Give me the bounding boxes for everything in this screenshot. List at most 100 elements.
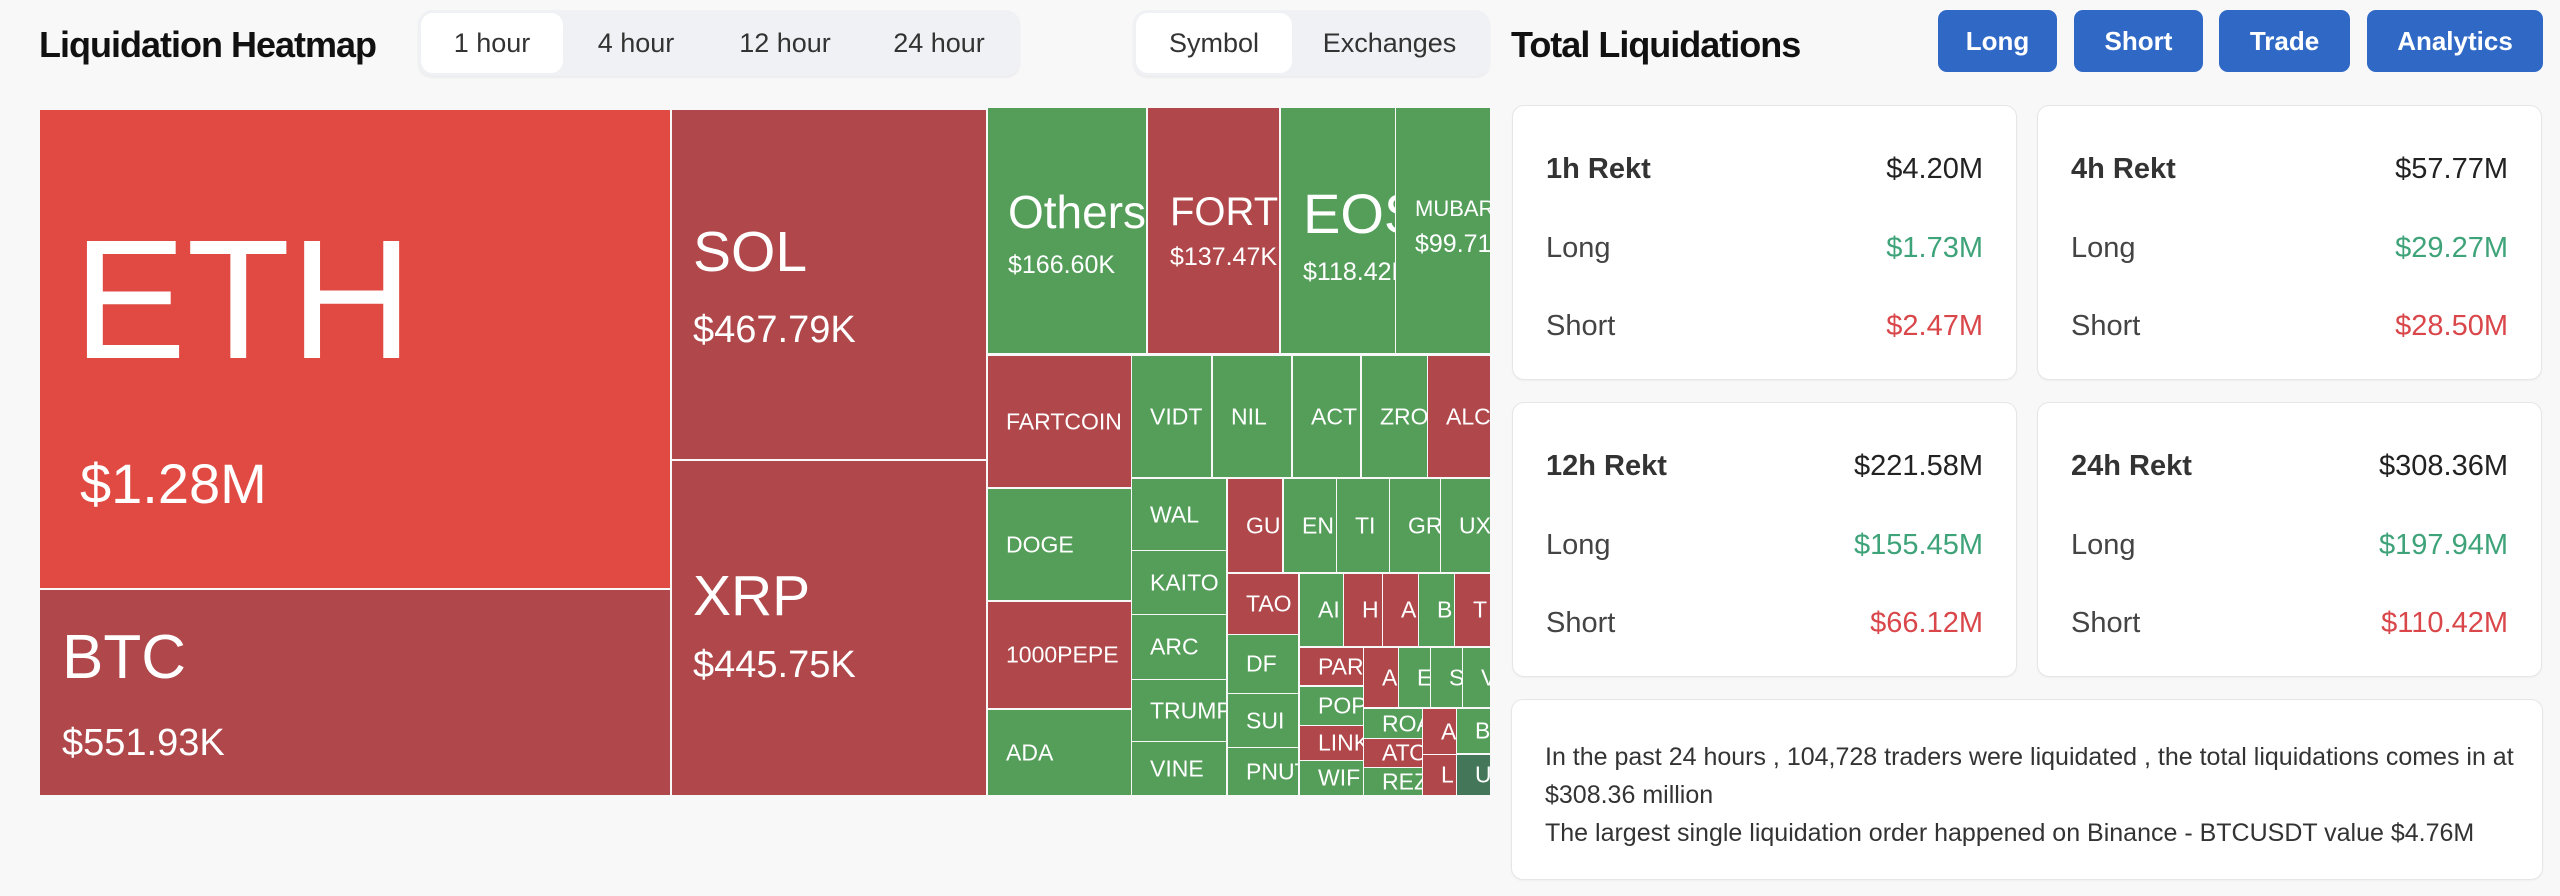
cell-symbol: PNUT	[1246, 758, 1298, 784]
cell-symbol: T	[1473, 596, 1488, 623]
card-long-value: $155.45M	[1854, 529, 1983, 561]
heatmap-cell-h[interactable]: H	[1344, 574, 1382, 646]
short-label: Short	[2071, 310, 2141, 342]
heatmap-cell-kaito[interactable]: KAITO	[1132, 551, 1226, 614]
heatmap-cell-fartcoin[interactable]: FARTCOIN	[988, 356, 1131, 487]
heatmap-cell-e[interactable]: E	[1399, 648, 1430, 707]
heatmap-cell-forth[interactable]: FORTH $137.47K	[1148, 108, 1279, 353]
rekt-card-1h: 1h Rekt $4.20M Long $1.73M Short $2.47M	[1512, 105, 2017, 380]
cell-symbol: B	[1475, 717, 1490, 744]
heatmap-cell-trump[interactable]: TRUMP	[1132, 680, 1226, 741]
long-button[interactable]: Long	[1938, 10, 2057, 72]
tab-4-hour[interactable]: 4 hour	[597, 27, 675, 58]
heatmap-cell-zro[interactable]: ZRO	[1362, 356, 1427, 477]
card-long-value: $197.94M	[2379, 529, 2508, 561]
cell-symbol: ACT	[1311, 403, 1357, 429]
time-range-tabs: 1 hour 4 hour 12 hour 24 hour	[418, 10, 1020, 76]
heatmap-cell-en[interactable]: EN	[1284, 479, 1336, 572]
short-button[interactable]: Short	[2074, 10, 2203, 72]
heatmap-cell-pop[interactable]: POP	[1300, 687, 1363, 725]
heatmap-cell-rez[interactable]: REZ	[1364, 768, 1422, 795]
cell-symbol: L	[1441, 761, 1454, 788]
card-total-value: $221.58M	[1854, 450, 1983, 482]
heatmap-cell-gu[interactable]: GU	[1228, 479, 1282, 572]
heatmap-cell-gr[interactable]: GR	[1390, 479, 1440, 572]
heatmap-cell-s[interactable]: S	[1431, 648, 1462, 707]
cell-symbol: KAITO	[1150, 569, 1219, 595]
heatmap-cell-a[interactable]: A	[1364, 648, 1398, 707]
cell-symbol: GR	[1408, 512, 1440, 538]
cell-symbol: GU	[1246, 512, 1281, 538]
heatmap-cell-nil[interactable]: NIL	[1213, 356, 1291, 477]
cell-amount: $467.79K	[693, 309, 856, 351]
heatmap-cell-others[interactable]: Others $166.60K	[988, 108, 1146, 353]
heatmap-cell-alc[interactable]: ALC	[1428, 356, 1490, 477]
heatmap-cell-b[interactable]: B	[1457, 709, 1490, 753]
heatmap-cell-1000pepe[interactable]: 1000PEPE	[988, 602, 1131, 708]
card-long-value: $1.73M	[1886, 232, 1983, 264]
heatmap-cell-eos[interactable]: EOS $118.42K	[1281, 108, 1395, 353]
tab-exchanges[interactable]: Exchanges	[1322, 27, 1457, 58]
heatmap-cell-doge[interactable]: DOGE	[988, 489, 1131, 600]
heatmap-cell-arc[interactable]: ARC	[1132, 615, 1226, 679]
heatmap-cell-ai[interactable]: AI	[1300, 574, 1343, 646]
heatmap-cell-par[interactable]: PAR	[1300, 648, 1363, 685]
heatmap-cell-ada[interactable]: ADA	[988, 710, 1131, 795]
cell-symbol: AI	[1318, 596, 1340, 623]
heatmap-cell-btc[interactable]: BTC $551.93K	[40, 590, 670, 795]
heatmap-cell-vidt[interactable]: VIDT	[1132, 356, 1211, 477]
cell-symbol: A	[1382, 664, 1398, 690]
heatmap-cell-ato[interactable]: ATO	[1364, 739, 1422, 767]
card-short-value: $2.47M	[1886, 310, 1983, 342]
cell-symbol: Others	[1008, 186, 1146, 238]
cell-symbol: EN	[1302, 512, 1334, 538]
cell-amount: $118.42K	[1303, 258, 1395, 286]
cell-symbol: EOS	[1303, 182, 1395, 245]
heatmap-cell-wif[interactable]: WIF	[1300, 761, 1363, 795]
heatmap-cell-roa[interactable]: ROA	[1364, 709, 1422, 738]
heatmap-cell-act[interactable]: ACT	[1293, 356, 1360, 477]
tab-1-hour[interactable]: 1 hour	[421, 13, 563, 73]
tab-24-hour[interactable]: 24 hour	[893, 27, 985, 58]
heatmap-cell-eth[interactable]: ETH $1.28M	[40, 110, 670, 588]
long-label: Long	[2071, 232, 2136, 264]
cell-symbol: 1000PEPE	[1006, 641, 1119, 668]
card-period-label: 4h Rekt	[2071, 153, 2176, 185]
heatmap-cell-b[interactable]: B	[1419, 574, 1454, 646]
tab-symbol[interactable]: Symbol	[1136, 13, 1292, 73]
cell-symbol: A	[1401, 596, 1417, 623]
cell-symbol: ARC	[1150, 633, 1199, 660]
heatmap-cell-t[interactable]: T	[1455, 574, 1490, 646]
summary-card: In the past 24 hours , 104,728 traders w…	[1511, 699, 2543, 880]
analytics-button[interactable]: Analytics	[2367, 10, 2543, 72]
heatmap-cell-vine[interactable]: VINE	[1132, 742, 1226, 795]
cell-symbol: A	[1441, 718, 1456, 744]
trade-button[interactable]: Trade	[2219, 10, 2350, 72]
heatmap-cell-pnut[interactable]: PNUT	[1228, 748, 1298, 795]
heatmap-cell-link[interactable]: LINK	[1300, 726, 1363, 760]
heatmap-cell-ux[interactable]: UX	[1441, 479, 1490, 572]
heatmap-cell-v[interactable]: V	[1463, 648, 1490, 707]
short-label: Short	[2071, 607, 2141, 639]
heatmap-cell-xrp[interactable]: XRP $445.75K	[672, 461, 986, 795]
heatmap-cell-sui[interactable]: SUI	[1228, 694, 1298, 747]
heatmap-cell-mubara[interactable]: MUBARA $99.71K	[1396, 108, 1490, 353]
cell-symbol: NIL	[1231, 403, 1267, 429]
cell-symbol: REZ	[1382, 768, 1422, 794]
cell-symbol: SUI	[1246, 707, 1285, 733]
summary-line-largest-order: The largest single liquidation order hap…	[1545, 819, 2475, 847]
tab-12-hour[interactable]: 12 hour	[739, 27, 831, 58]
heatmap-cell-u[interactable]: U	[1457, 755, 1490, 795]
heatmap-title: Liquidation Heatmap	[39, 24, 377, 65]
card-period-label: 24h Rekt	[2071, 450, 2192, 482]
heatmap-cell-df[interactable]: DF	[1228, 635, 1298, 693]
heatmap-cell-tao[interactable]: TAO	[1228, 574, 1298, 634]
heatmap-cell-a[interactable]: A	[1383, 574, 1418, 646]
rekt-card-4h: 4h Rekt $57.77M Long $29.27M Short $28.50M	[2037, 105, 2542, 380]
heatmap-cell-ti[interactable]: TI	[1337, 479, 1389, 572]
heatmap-cell-l[interactable]: L	[1423, 755, 1456, 795]
heatmap-cell-a[interactable]: A	[1423, 709, 1456, 754]
heatmap-cell-wal[interactable]: WAL	[1132, 479, 1226, 550]
heatmap-cell-sol[interactable]: SOL $467.79K	[672, 110, 986, 459]
card-short-value: $28.50M	[2395, 310, 2508, 342]
